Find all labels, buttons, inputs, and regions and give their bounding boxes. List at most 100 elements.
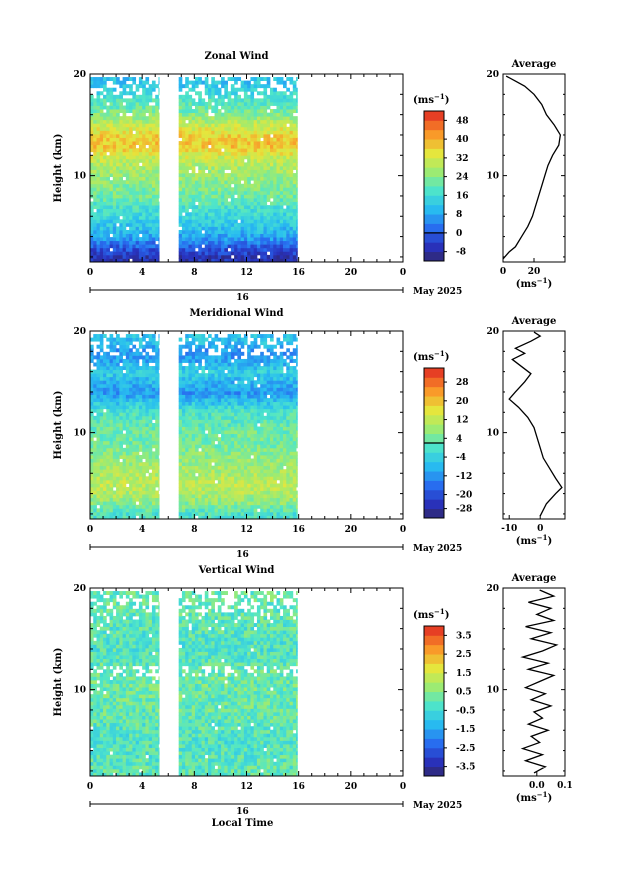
heatmap-cell bbox=[191, 144, 196, 149]
heatmap-cell bbox=[109, 479, 114, 484]
heatmap-cell bbox=[237, 433, 242, 438]
heatmap-cell bbox=[243, 190, 248, 195]
heatmap-cell bbox=[90, 208, 94, 213]
heatmap-cell bbox=[289, 190, 294, 195]
heatmap-cell bbox=[119, 426, 123, 431]
heatmap-cell bbox=[217, 240, 222, 245]
heatmap-cell bbox=[194, 226, 199, 231]
heatmap-cell bbox=[112, 490, 117, 495]
heatmap-cell bbox=[286, 158, 290, 163]
heatmap-cell bbox=[289, 141, 294, 146]
heatmap-cell bbox=[151, 497, 156, 502]
heatmap-cell bbox=[276, 462, 281, 467]
heatmap-cell bbox=[103, 165, 107, 170]
heatmap-cell bbox=[99, 380, 104, 385]
heatmap-cell bbox=[122, 222, 127, 227]
heatmap-cell bbox=[145, 334, 150, 339]
heatmap-cell bbox=[198, 476, 202, 481]
heatmap-cell bbox=[201, 258, 206, 263]
heatmap-cell bbox=[103, 212, 107, 217]
heatmap-cell bbox=[214, 451, 219, 456]
heatmap-cell bbox=[296, 197, 298, 202]
heatmap-cell bbox=[148, 197, 153, 202]
heatmap-cell bbox=[135, 398, 140, 403]
heatmap-cell bbox=[99, 180, 104, 185]
heatmap-cell bbox=[269, 515, 274, 520]
heatmap-cell bbox=[155, 130, 159, 135]
heatmap-cell bbox=[283, 215, 287, 220]
heatmap-cell bbox=[96, 233, 101, 238]
heatmap-cell bbox=[125, 169, 130, 174]
heatmap-cell bbox=[138, 380, 143, 385]
heatmap-cell bbox=[279, 472, 284, 477]
heatmap-cell bbox=[116, 465, 120, 470]
heatmap-cell bbox=[296, 201, 298, 206]
heatmap-cell bbox=[283, 229, 287, 234]
heatmap-cell bbox=[129, 373, 133, 378]
heatmap-cell bbox=[181, 454, 186, 459]
heatmap-cell bbox=[227, 479, 232, 484]
heatmap-cell bbox=[103, 511, 107, 516]
heatmap-cell bbox=[273, 155, 277, 160]
heatmap-cell bbox=[96, 141, 101, 146]
heatmap-cell bbox=[125, 444, 130, 449]
heatmap-cell bbox=[132, 334, 137, 339]
heatmap-cell bbox=[247, 109, 251, 114]
heatmap-cell bbox=[122, 162, 127, 167]
heatmap-cell bbox=[214, 508, 219, 513]
heatmap-cell bbox=[227, 504, 232, 509]
heatmap-cell bbox=[119, 369, 123, 374]
heatmap-cell bbox=[99, 433, 104, 438]
heatmap-cell bbox=[188, 212, 193, 217]
heatmap-cell bbox=[211, 508, 215, 513]
heatmap-cell bbox=[292, 440, 297, 445]
heatmap-cell bbox=[260, 84, 264, 89]
heatmap-cell bbox=[230, 233, 235, 238]
heatmap-cell bbox=[106, 362, 110, 367]
heatmap-cell bbox=[119, 422, 123, 427]
heatmap-cell bbox=[214, 237, 219, 242]
heatmap-cell bbox=[90, 226, 94, 231]
heatmap-cell bbox=[221, 162, 225, 167]
heatmap-cell bbox=[125, 130, 130, 135]
heatmap-cell bbox=[148, 422, 153, 427]
heatmap-cell bbox=[109, 201, 114, 206]
heatmap-cell bbox=[122, 254, 127, 259]
heatmap-cell bbox=[125, 133, 130, 138]
heatmap-cell bbox=[125, 387, 130, 392]
heatmap-cell bbox=[96, 437, 101, 442]
heatmap-cell bbox=[208, 511, 212, 516]
heatmap-cell bbox=[158, 180, 160, 185]
heatmap-cell bbox=[106, 155, 110, 160]
heatmap-cell bbox=[217, 116, 222, 121]
heatmap-cell bbox=[204, 244, 209, 249]
heatmap-cell bbox=[230, 462, 235, 467]
heatmap-cell bbox=[155, 405, 159, 410]
heatmap-cell bbox=[122, 158, 127, 163]
heatmap-cell bbox=[119, 141, 123, 146]
heatmap-cell bbox=[103, 176, 107, 181]
heatmap-cell bbox=[194, 155, 199, 160]
heatmap-cell bbox=[129, 497, 133, 502]
heatmap-cell bbox=[247, 508, 251, 513]
heatmap-cell bbox=[185, 240, 189, 245]
heatmap-cell bbox=[155, 169, 159, 174]
heatmap-cell bbox=[148, 237, 153, 242]
heatmap-cell bbox=[256, 511, 261, 516]
heatmap-cell bbox=[119, 440, 123, 445]
heatmap-cell bbox=[188, 508, 193, 513]
heatmap-cell bbox=[240, 476, 245, 481]
heatmap-cell bbox=[148, 405, 153, 410]
heatmap-cell bbox=[151, 437, 156, 442]
heatmap-cell bbox=[191, 119, 196, 124]
heatmap-cell bbox=[247, 469, 251, 474]
heatmap-cell bbox=[103, 158, 107, 163]
heatmap-cell bbox=[260, 133, 264, 138]
heatmap-cell bbox=[90, 80, 94, 85]
heatmap-cell bbox=[158, 123, 160, 128]
heatmap-cell bbox=[198, 497, 202, 502]
heatmap-cell bbox=[119, 226, 123, 231]
heatmap-cell bbox=[109, 415, 114, 420]
heatmap-cell bbox=[122, 130, 127, 135]
heatmap-cell bbox=[217, 497, 222, 502]
